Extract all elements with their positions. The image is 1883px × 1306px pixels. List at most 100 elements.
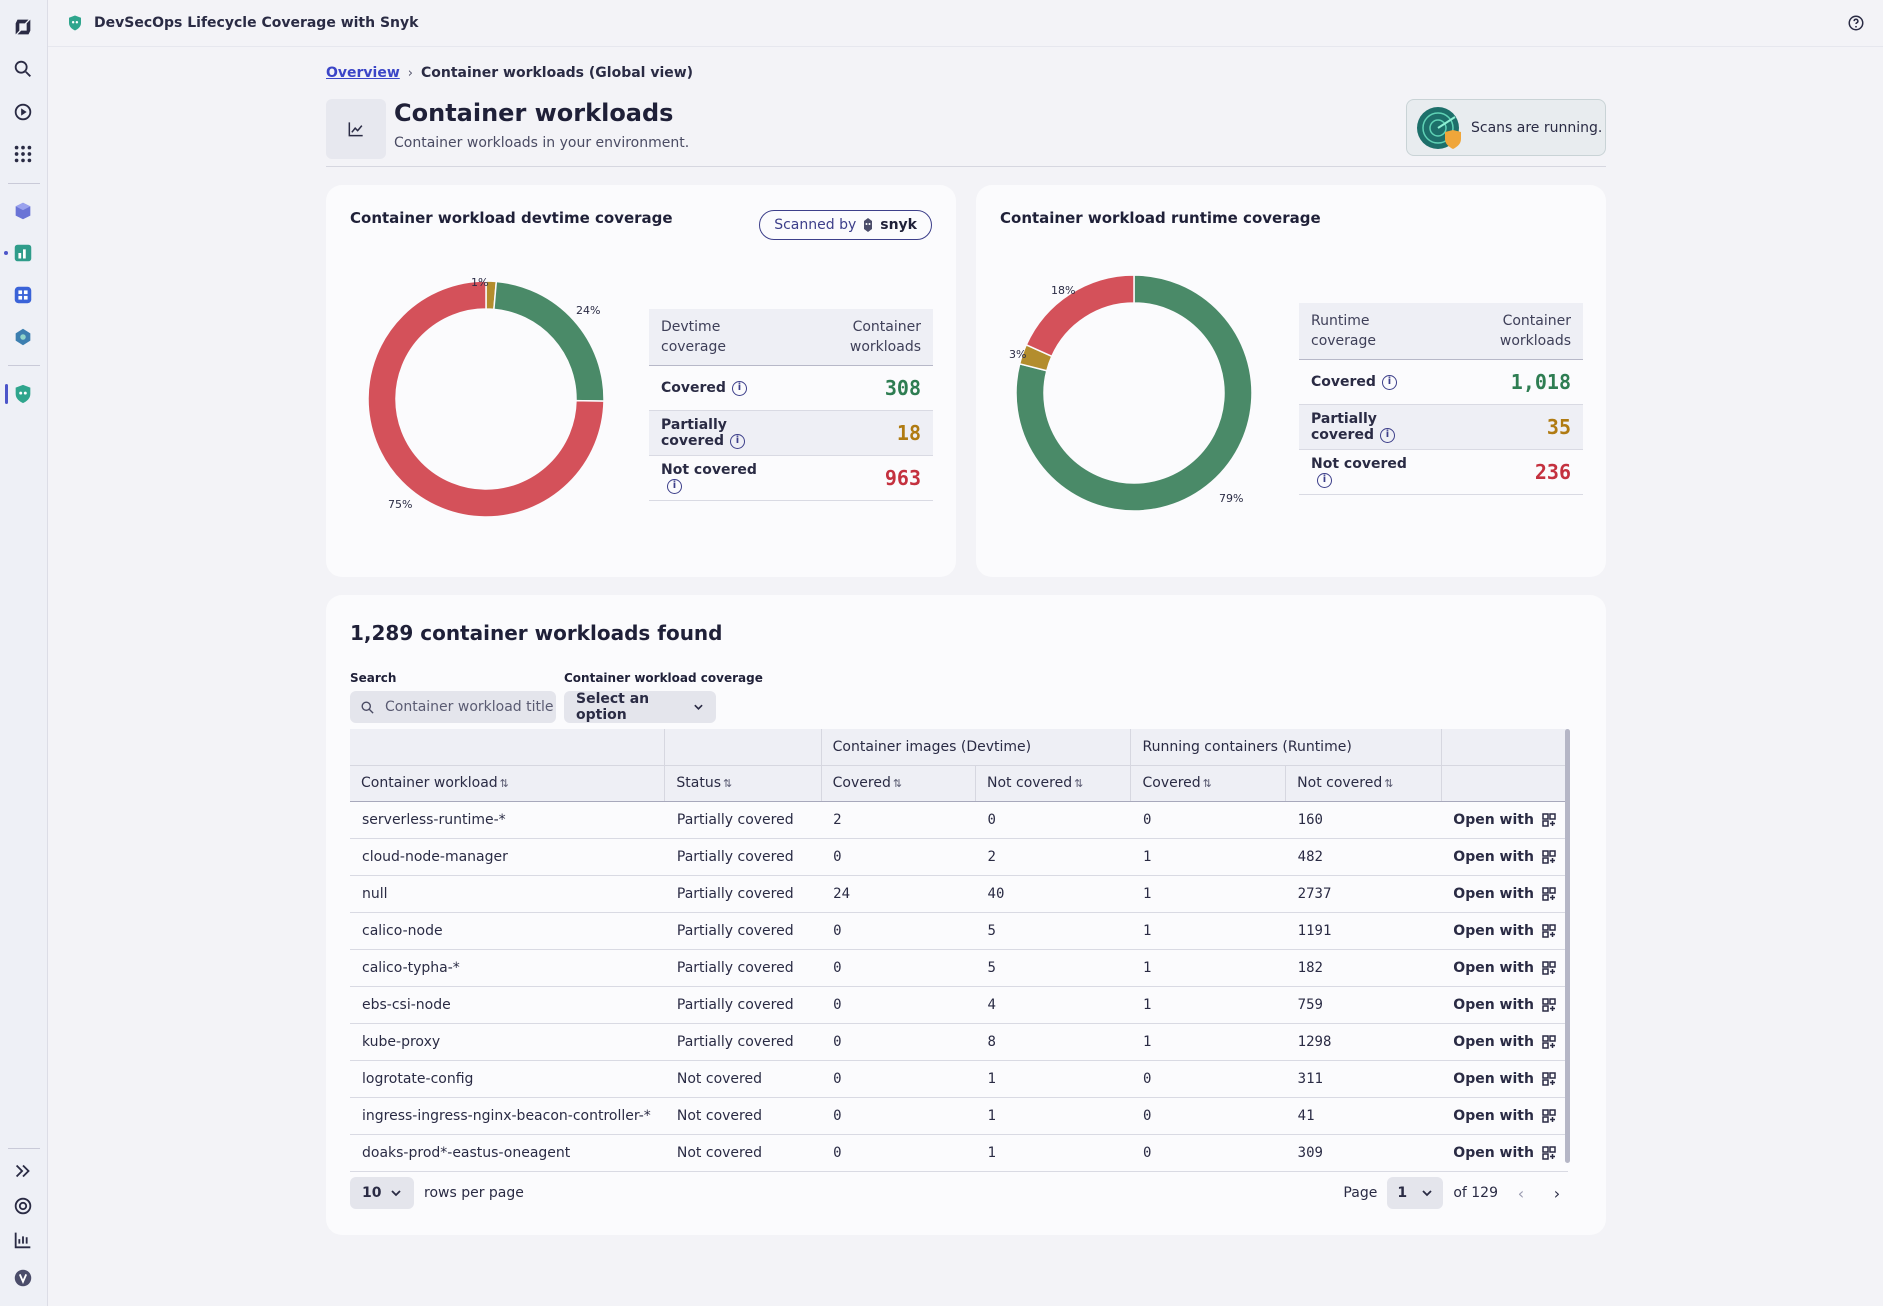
open-with-button[interactable]: Open with <box>1453 997 1556 1013</box>
sort-icon[interactable]: ⇅ <box>1074 777 1084 790</box>
sort-icon[interactable]: ⇅ <box>499 777 509 790</box>
runtime-card-title: Container workload runtime coverage <box>1000 209 1321 227</box>
settings-app-icon[interactable] <box>9 323 37 351</box>
table-row[interactable]: logrotate-config Not covered 0 1 0 311 Open wi… <box>350 1060 1568 1098</box>
next-page-button[interactable]: › <box>1553 1183 1561 1203</box>
devtime-covered-count: 308 <box>769 365 933 411</box>
empty-group-header <box>1441 729 1568 766</box>
runtime-covered-cell: 1 <box>1130 986 1286 1024</box>
status-cell: Partially covered <box>664 949 822 987</box>
open-with-button[interactable]: Open with <box>1453 1145 1556 1161</box>
page-total: of 129 <box>1453 1185 1498 1201</box>
devtime-not-covered-cell: 0 <box>975 801 1131 839</box>
support-lifebuoy-icon[interactable] <box>9 1192 37 1220</box>
col-header-runtime-covered[interactable]: Covered ⇅ <box>1130 765 1287 802</box>
extensions-app-icon[interactable] <box>9 281 37 309</box>
coverage-filter-select[interactable]: Select an option <box>564 691 716 723</box>
help-icon[interactable] <box>1847 14 1865 32</box>
table-row[interactable]: null Partially covered 24 40 1 2737 Open with <box>350 875 1568 913</box>
table-row[interactable]: cloud-node-manager Partially covered 0 2 1 48… <box>350 838 1568 876</box>
table-row[interactable]: kube-proxy Partially covered 0 8 1 1298 Open w… <box>350 1023 1568 1061</box>
sort-icon[interactable]: ⇅ <box>723 777 733 790</box>
active-app-indicator <box>5 384 8 404</box>
runtime-covered-cell: 1 <box>1130 875 1286 913</box>
devtime-covered-percent-label: 24% <box>576 304 601 317</box>
open-with-cell: Open with <box>1441 875 1568 913</box>
devtime-coverage-table: Devtime coverage Container workloads Cov… <box>649 309 933 501</box>
apps-grid-icon[interactable] <box>9 140 37 168</box>
rows-per-page-select[interactable]: 10 <box>350 1177 414 1209</box>
open-with-button[interactable]: Open with <box>1453 812 1556 828</box>
workloads-table: Container images (Devtime) Running conta… <box>350 729 1568 1172</box>
donut-slice-covered[interactable] <box>493 280 605 402</box>
analytics-chart-icon[interactable] <box>9 1226 37 1254</box>
donut-slice-not-covered[interactable] <box>367 280 605 518</box>
runtime-not-covered-cell: 759 <box>1285 986 1442 1024</box>
open-with-grid-icon <box>1542 923 1556 938</box>
info-icon[interactable]: i <box>1317 472 1332 488</box>
rows-per-page-value: 10 <box>362 1185 382 1201</box>
table-row[interactable]: ingress-ingress-nginx-beacon-controller-… <box>350 1097 1568 1135</box>
page-select[interactable]: 1 <box>1387 1177 1444 1209</box>
open-with-button[interactable]: Open with <box>1453 1071 1556 1087</box>
breadcrumb-current: Container workloads (Global view) <box>420 65 694 81</box>
info-icon[interactable]: i <box>667 478 682 494</box>
sort-icon[interactable]: ⇅ <box>1384 777 1394 790</box>
scanned-by-label: Scanned by <box>774 217 857 233</box>
sort-icon[interactable]: ⇅ <box>1202 777 1212 790</box>
search-icon[interactable] <box>9 55 37 83</box>
open-with-button[interactable]: Open with <box>1453 1108 1556 1124</box>
runtime-not-covered-cell: 1191 <box>1285 912 1442 950</box>
col-header-container-workload[interactable]: Container workload ⇅ <box>350 765 666 802</box>
dashboard-app-icon[interactable] <box>9 239 37 267</box>
runtime-covered-cell: 1 <box>1130 912 1286 950</box>
radar-shield-icon <box>1417 106 1461 149</box>
col-header-devtime-covered[interactable]: Covered ⇅ <box>821 765 977 802</box>
open-with-grid-icon <box>1542 960 1556 975</box>
user-avatar-icon[interactable] <box>9 1264 37 1292</box>
scanned-by-snyk-pill[interactable]: Scanned by snyk <box>759 210 932 240</box>
runtime-partial-count: 35 <box>1419 404 1583 450</box>
workload-name-cell: calico-typha-* <box>350 949 665 987</box>
donut-slice-not-covered[interactable] <box>1025 274 1135 358</box>
open-with-button[interactable]: Open with <box>1453 1034 1556 1050</box>
runtime-covered-cell: 0 <box>1130 1134 1286 1172</box>
open-with-label: Open with <box>1453 1107 1534 1124</box>
runtime-not-covered-cell: 182 <box>1285 949 1442 987</box>
expand-sidebar-icon[interactable] <box>9 1157 37 1185</box>
table-row[interactable]: calico-node Partially covered 0 5 1 1191 Open … <box>350 912 1568 950</box>
info-icon[interactable]: i <box>1381 374 1397 390</box>
table-scrollbar[interactable] <box>1565 729 1570 1163</box>
col-header-runtime-not-covered[interactable]: Not covered ⇅ <box>1285 765 1442 802</box>
open-with-label: Open with <box>1453 996 1534 1013</box>
table-row[interactable]: serverless-runtime-* Partially covered 2 0 0… <box>350 801 1568 839</box>
info-icon[interactable]: i <box>1379 427 1395 443</box>
play-circle-icon[interactable] <box>9 98 37 126</box>
search-input[interactable]: Container workload title <box>350 691 556 723</box>
table-row[interactable]: ebs-csi-node Partially covered 0 4 1 759 Open … <box>350 986 1568 1024</box>
snyk-shield-app-icon[interactable] <box>9 380 37 408</box>
info-icon[interactable]: i <box>729 433 745 449</box>
devtime-not-covered-cell: 8 <box>975 1023 1131 1061</box>
col-header-devtime-not-covered[interactable]: Not covered ⇅ <box>975 765 1132 802</box>
dynatrace-logo-icon[interactable] <box>9 13 37 41</box>
open-with-grid-icon <box>1542 849 1556 864</box>
open-with-cell: Open with <box>1441 1023 1568 1061</box>
open-with-button[interactable]: Open with <box>1453 960 1556 976</box>
info-icon[interactable]: i <box>731 380 747 396</box>
table-row[interactable]: doaks-prod*-eastus-oneagent Not covered 0 1… <box>350 1134 1568 1172</box>
open-with-button[interactable]: Open with <box>1453 923 1556 939</box>
col-header-status[interactable]: Status ⇅ <box>664 765 822 802</box>
sort-icon[interactable]: ⇅ <box>892 777 903 790</box>
app-cube-icon[interactable] <box>9 197 37 225</box>
breadcrumb-overview-link[interactable]: Overview <box>326 65 400 81</box>
donut-slice-covered[interactable] <box>1015 274 1253 512</box>
workload-name-cell: logrotate-config <box>350 1060 665 1098</box>
open-with-cell: Open with <box>1441 801 1568 839</box>
open-with-button[interactable]: Open with <box>1453 886 1556 902</box>
previous-page-button[interactable]: ‹ <box>1517 1183 1525 1203</box>
open-with-button[interactable]: Open with <box>1453 849 1556 865</box>
table-row[interactable]: calico-typha-* Partially covered 0 5 1 182 Ope… <box>350 949 1568 987</box>
open-with-cell: Open with <box>1441 1134 1568 1172</box>
app-title: DevSecOps Lifecycle Coverage with Snyk <box>94 15 419 31</box>
